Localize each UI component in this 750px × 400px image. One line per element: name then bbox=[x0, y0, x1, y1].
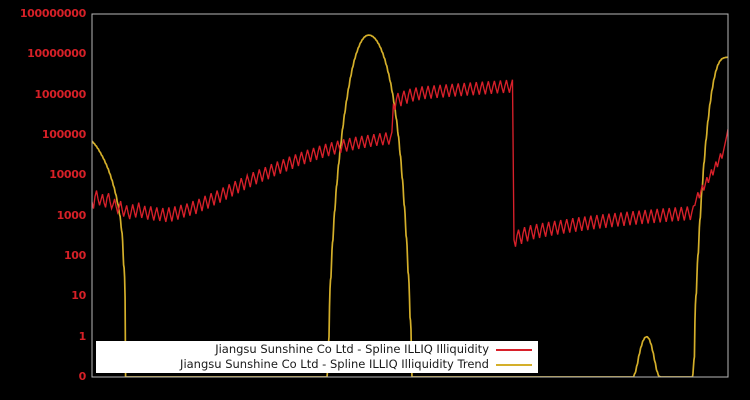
y-axis-tick-1: 1 bbox=[78, 329, 87, 343]
y-axis-tick-1000: 1000 bbox=[56, 208, 87, 222]
y-axis-tick-1000000: 1000000 bbox=[34, 87, 87, 101]
legend-swatch-trend bbox=[496, 359, 532, 370]
y-axis-tick-100: 100 bbox=[63, 249, 86, 262]
series-layer bbox=[92, 34, 728, 377]
chart-legend: Jiangsu Sunshine Co Ltd - Spline ILLIQ I… bbox=[96, 341, 538, 373]
legend-swatch-illiquidity bbox=[496, 344, 532, 355]
legend-label-illiquidity: Jiangsu Sunshine Co Ltd - Spline ILLIQ I… bbox=[215, 342, 489, 356]
y-axis-tick-100000000: 100000000 bbox=[19, 7, 86, 20]
y-axis-tick-0: 0 bbox=[78, 370, 87, 383]
y-axis-tick-10000: 10000 bbox=[49, 168, 86, 182]
legend-item-trend: Jiangsu Sunshine Co Ltd - Spline ILLIQ I… bbox=[96, 357, 532, 372]
plot-frame-rect bbox=[91, 13, 729, 378]
plot-frame bbox=[91, 13, 729, 378]
y-axis-tick-10000000: 10000000 bbox=[27, 47, 86, 61]
legend-label-trend: Jiangsu Sunshine Co Ltd - Spline ILLIQ I… bbox=[180, 357, 489, 371]
legend-item-illiquidity: Jiangsu Sunshine Co Ltd - Spline ILLIQ I… bbox=[96, 342, 532, 357]
y-axis-tick-labels: 100000000 10000000 1000000 100000 10000 1000 1… bbox=[0, 0, 87, 400]
y-axis-tick-100000: 100000 bbox=[41, 128, 86, 141]
series-line-trend bbox=[92, 34, 728, 377]
y-axis-tick-10: 10 bbox=[71, 289, 86, 303]
series-line-illiquidity bbox=[92, 79, 728, 247]
